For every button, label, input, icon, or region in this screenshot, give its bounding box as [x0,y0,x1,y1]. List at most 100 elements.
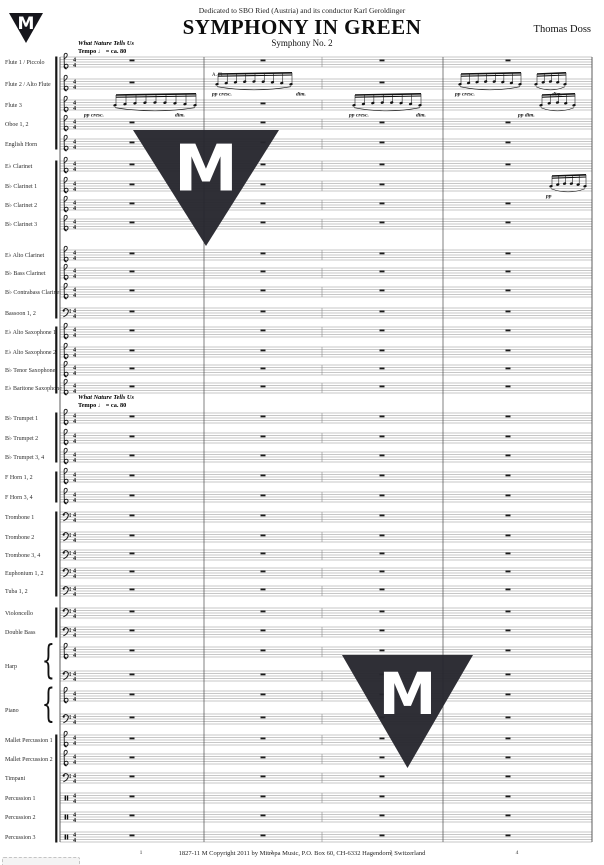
notehead [153,101,157,104]
instrument-label: B♭ Clarinet 1 [5,183,37,190]
bottom-left-tooltip-fragment [2,857,80,865]
time-signature-lower: 4 [73,186,76,193]
staff-row: Oboe 1, 2 44 [5,114,592,132]
time-signature-upper: 4 [73,79,76,86]
watermark-letter: M [174,132,238,206]
notehead [243,80,247,83]
percussion-clef-icon [64,814,66,820]
treble-clef-icon [63,263,69,281]
time-signature-upper: 4 [73,586,76,593]
whole-rest [379,534,385,537]
time-signature-lower: 4 [73,837,76,844]
whole-rest [260,494,266,497]
measure-number: 1 [140,850,143,856]
slur [216,86,292,91]
time-signature-upper: 4 [73,568,76,575]
whole-rest [129,693,135,696]
bass-clef-dot [62,533,65,536]
bass-clef-dot [69,630,71,632]
whole-rest [379,435,385,438]
time-signature-lower: 4 [73,144,76,151]
whole-rest [505,221,511,224]
beam [354,95,422,98]
whole-rest [260,737,266,740]
time-signature-upper: 4 [73,608,76,615]
instrument-label: Double Bass [5,630,36,636]
time-signature-upper: 4 [73,433,76,440]
beam [354,93,422,96]
notehead [193,103,197,107]
whole-rest [129,202,135,205]
time-signature-upper: 4 [73,671,76,678]
time-signature-lower: 4 [73,313,76,320]
whole-rest [379,183,385,186]
whole-rest [505,59,511,62]
whole-rest [129,474,135,477]
treble-clef-icon [63,245,69,263]
whole-rest [379,474,385,477]
instrument-label: E♭ Alto Saxophone 2 [5,349,56,356]
notehead [133,101,137,105]
bass-clef-dot [69,672,71,674]
notehead [399,101,403,105]
time-signature-lower: 4 [73,632,76,639]
staff-row: Flute 3 44 [5,95,592,113]
measure-number: 4 [516,850,519,856]
whole-rest [505,289,511,292]
treble-clef-icon [63,134,69,152]
group-bracket-low-brass [55,511,58,597]
time-signature-lower: 4 [73,477,76,484]
dynamic-marking: pp cresc. [83,113,104,119]
whole-rest [379,795,385,798]
instrument-label: Trombone 1 [5,515,34,521]
whole-rest [129,775,135,778]
notehead [484,80,488,83]
whole-rest [260,756,266,759]
instrument-label: Timpani [5,776,25,782]
staff-row: Flute 1 / Piccolo 44 [5,52,592,70]
logo-letter: M [18,14,35,34]
time-signature-upper: 4 [73,219,76,226]
whole-rest [505,202,511,205]
whole-rest [379,252,385,255]
time-signature-upper: 4 [73,57,76,64]
staff-row: Double Bass 44 [5,627,592,639]
whole-rest [260,270,266,273]
time-signature-upper: 4 [73,647,76,654]
whole-rest [129,534,135,537]
notehead [289,82,293,86]
whole-rest [129,649,135,652]
whole-rest [379,141,385,144]
group-bracket-strings [55,607,58,638]
whole-rest [505,415,511,418]
whole-rest [260,649,266,652]
notehead [163,101,167,104]
notehead [556,183,560,186]
whole-rest [260,121,266,124]
time-signature-upper: 4 [73,119,76,126]
time-signature-upper: 4 [73,735,76,742]
group-bracket-flutes [55,56,58,150]
tempo-marking: Tempo ♩ = ca. 80 [78,48,126,55]
instrument-label: Harp [5,664,17,670]
bass-clef-dot [69,774,71,776]
note-entry: pp cresc. dim. pp cresc. dim. pp dim. [83,93,576,119]
whole-rest [505,514,511,517]
notehead [576,183,580,186]
treble-clef-icon [63,74,69,92]
whole-rest [129,81,135,84]
note-entry: A. Fl.pp cresc.dim.pp cresc.dim. [211,72,567,98]
dedication-text: Dedicated to SBO Ried (Austria) and its … [198,6,406,15]
notehead [563,82,567,86]
treble-clef-icon [63,428,69,446]
whole-rest [129,183,135,186]
bass-clef-dot [69,553,71,555]
bass-clef-dot [69,589,71,591]
whole-rest [260,183,266,186]
staff-row: Bassoon 1, 2 44 [5,308,592,320]
time-signature-lower: 4 [73,352,76,359]
watermark-m: M [342,655,473,768]
whole-rest [129,435,135,438]
instrument-label: Oboe 1, 2 [5,122,29,128]
time-signature-lower: 4 [73,555,76,562]
